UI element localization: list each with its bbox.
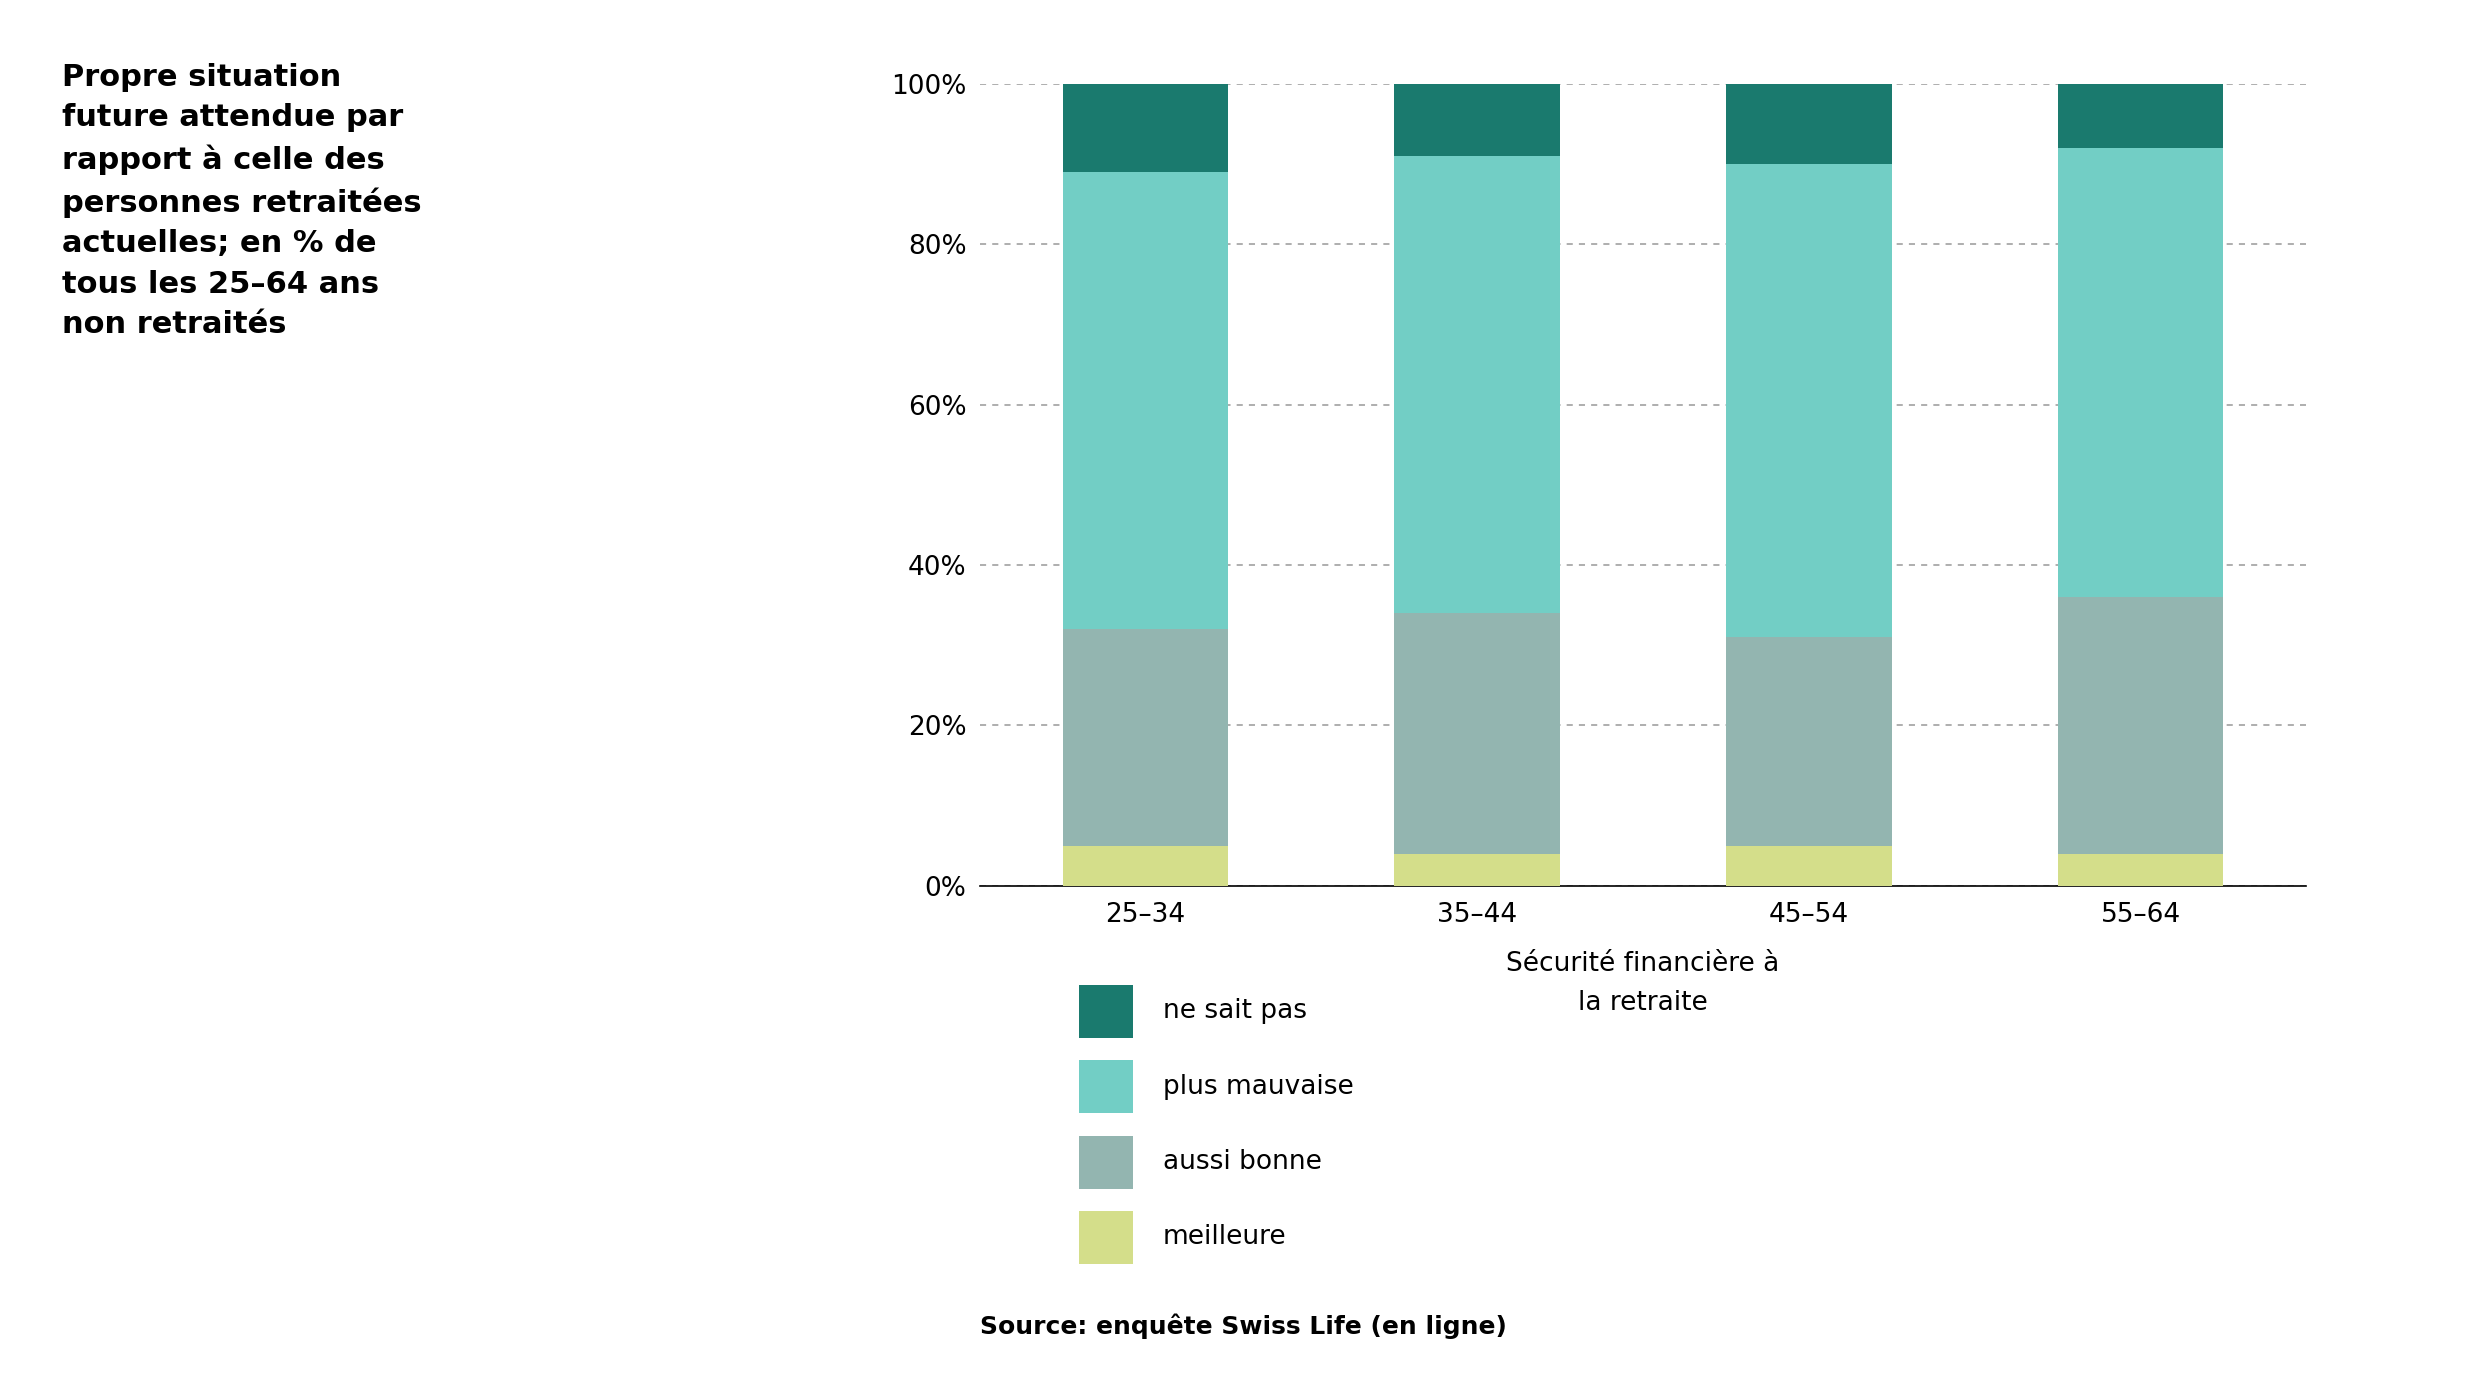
Bar [2058,854,2225,886]
Bar [1726,638,1892,845]
Bar [1061,629,1228,845]
Bar [1394,156,1560,614]
Bar [1726,163,1892,638]
Text: la retraite: la retraite [1577,990,1709,1017]
Bar [2058,148,2225,597]
Text: aussi bonne: aussi bonne [1163,1149,1322,1175]
Text: plus mauvaise: plus mauvaise [1163,1074,1354,1099]
Bar [1726,845,1892,886]
Text: Propre situation
future attendue par
rapport à celle des
personnes retraitées
ac: Propre situation future attendue par rap… [62,63,422,339]
Text: ne sait pas: ne sait pas [1163,999,1307,1024]
Bar [2058,597,2225,854]
Bar [1394,614,1560,854]
Bar [1061,172,1228,629]
Bar [2058,84,2225,148]
Bar [1394,84,1560,156]
Bar [1061,845,1228,886]
Bar [1061,84,1228,172]
Text: Source: enquête Swiss Life (en ligne): Source: enquête Swiss Life (en ligne) [980,1314,1505,1339]
Bar [1394,854,1560,886]
Text: meilleure: meilleure [1163,1225,1287,1250]
Bar [1726,84,1892,163]
Text: Sécurité financière à: Sécurité financière à [1505,951,1781,978]
